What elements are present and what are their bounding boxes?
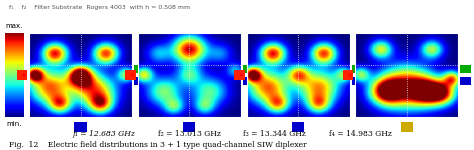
FancyBboxPatch shape [352,65,362,73]
Text: max.: max. [5,23,23,29]
FancyBboxPatch shape [460,77,471,85]
FancyBboxPatch shape [126,70,136,80]
FancyBboxPatch shape [183,122,195,132]
FancyBboxPatch shape [243,77,253,85]
FancyBboxPatch shape [401,122,413,132]
Text: min.: min. [6,121,22,127]
FancyBboxPatch shape [234,70,245,80]
Text: f₄ = 14.983 GHz: f₄ = 14.983 GHz [329,130,392,138]
FancyBboxPatch shape [134,77,145,85]
FancyBboxPatch shape [460,65,471,73]
Text: f₁ = 12.683 GHz: f₁ = 12.683 GHz [73,130,136,138]
FancyBboxPatch shape [292,122,304,132]
Text: f₂ = 13.013 GHz: f₂ = 13.013 GHz [158,130,221,138]
FancyBboxPatch shape [17,70,27,80]
FancyBboxPatch shape [243,65,253,73]
Text: Fig.  12    Electric field distributions in 3 + 1 type quad-channel SIW diplexer: Fig. 12 Electric field distributions in … [9,141,307,149]
FancyBboxPatch shape [74,122,87,132]
Text: f₃ = 13.344 GHz: f₃ = 13.344 GHz [244,130,306,138]
FancyBboxPatch shape [134,65,145,73]
FancyBboxPatch shape [343,70,353,80]
Text: f₁    f₂    Filter Substrate  Rogers 4003  with h = 0.508 mm: f₁ f₂ Filter Substrate Rogers 4003 with … [9,4,191,9]
FancyBboxPatch shape [352,77,362,85]
